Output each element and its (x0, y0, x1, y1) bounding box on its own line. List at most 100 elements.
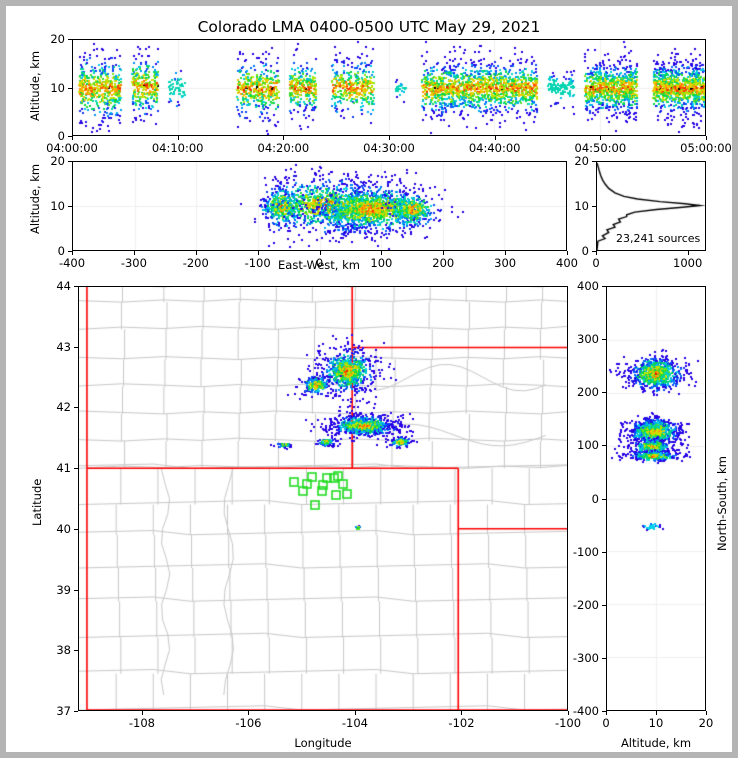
y-tick (68, 251, 72, 252)
x-tick (600, 136, 602, 140)
x-tick-label: 04:10:00 (151, 141, 204, 155)
figure-canvas: Colorado LMA 0400-0500 UTC May 29, 2021 … (6, 6, 732, 752)
x-tick-label: -106 (235, 716, 262, 730)
x-tick (656, 711, 657, 715)
y-tick (602, 339, 606, 341)
x-tick-label: 0 (602, 716, 610, 730)
y-tick-label: 300 (577, 332, 599, 347)
x-tick-label: -100 (554, 716, 582, 730)
y-tick-label: 100 (577, 438, 599, 453)
y-tick-label: 0 (57, 244, 65, 258)
source-count-annotation: 23,241 sources (616, 232, 701, 245)
y-tick (68, 87, 72, 89)
x-tick (177, 136, 179, 140)
x-tick-label: 04:20:00 (257, 141, 310, 155)
y-tick-label: -400 (572, 704, 599, 718)
x-tick (596, 251, 597, 255)
y-tick (602, 711, 606, 712)
y-tick (602, 604, 606, 606)
altitude-histogram-curve (597, 162, 705, 250)
x-tick-label: 10 (648, 716, 664, 730)
y-tick-label: -300 (572, 650, 599, 665)
y-tick (592, 206, 596, 207)
x-tick (606, 711, 607, 715)
y-tick-label: 40 (56, 521, 71, 536)
time-height-panel (72, 39, 706, 136)
x-tick-label: 04:50:00 (574, 141, 627, 155)
y-tick (74, 407, 78, 409)
y-tick-label: 0 (591, 491, 599, 506)
ew-height-xlabel: East-West, km (278, 258, 360, 272)
y-tick-label: 41 (56, 461, 71, 476)
ns-altitude-panel (606, 286, 706, 711)
x-tick-label: -200 (182, 256, 209, 270)
x-tick-label: 400 (556, 256, 578, 270)
y-tick (602, 286, 606, 287)
y-tick-label: 39 (56, 582, 71, 597)
y-tick-label: 10 (574, 199, 589, 213)
y-tick-label: 20 (50, 32, 65, 46)
x-tick (568, 711, 569, 715)
y-tick-label: 400 (577, 279, 599, 293)
ew-height-scatter (73, 162, 566, 250)
y-tick (74, 286, 78, 287)
x-tick-label: 1000 (673, 256, 703, 270)
y-tick (74, 589, 78, 591)
x-tick-label: -400 (58, 256, 86, 270)
y-tick (68, 161, 72, 162)
x-tick (687, 251, 689, 255)
y-tick (602, 498, 606, 500)
x-tick (494, 136, 496, 140)
x-tick-label: 0 (592, 256, 600, 270)
y-tick (68, 39, 72, 40)
x-tick (141, 711, 143, 715)
y-tick (74, 528, 78, 530)
y-tick-label: 10 (50, 199, 65, 213)
y-tick-label: 20 (50, 154, 65, 168)
x-tick (443, 251, 445, 255)
ns-altitude-xlabel: Altitude, km (620, 736, 692, 750)
map-panel (78, 286, 568, 711)
y-tick-label: 37 (56, 704, 71, 718)
x-tick-label: 04:30:00 (363, 141, 415, 155)
x-tick (72, 136, 73, 140)
map-scatter-and-boundaries (79, 287, 567, 710)
y-tick (602, 392, 606, 394)
x-tick (389, 136, 390, 140)
x-tick-label: 04:00:00 (46, 141, 98, 155)
y-tick (592, 161, 596, 162)
y-tick-label: 200 (577, 385, 599, 400)
time-height-scatter (73, 40, 705, 135)
y-tick-label: 0 (581, 244, 589, 258)
y-tick-label: 0 (57, 129, 65, 143)
altitude-histogram-panel (596, 161, 706, 251)
x-tick (319, 251, 321, 255)
x-tick-label: 20 (698, 716, 714, 730)
x-tick-label: 100 (370, 256, 393, 270)
y-tick (74, 650, 78, 652)
x-tick (381, 251, 383, 255)
x-tick (505, 251, 507, 255)
y-tick (592, 251, 596, 252)
y-tick (68, 136, 72, 137)
y-tick (602, 551, 606, 553)
x-tick-label: 05:00:00 (680, 141, 732, 155)
x-tick (257, 251, 259, 255)
x-tick (706, 711, 707, 715)
y-tick-label: 43 (56, 339, 71, 354)
y-tick-label: 10 (50, 80, 65, 95)
x-tick (72, 251, 73, 255)
x-tick-label: -102 (448, 716, 475, 730)
x-tick (195, 251, 197, 255)
x-tick-label: -100 (244, 256, 271, 270)
y-tick-label: -100 (572, 544, 599, 559)
x-tick-label: 300 (494, 256, 517, 270)
x-tick-label: 04:40:00 (468, 141, 521, 155)
y-tick (74, 346, 78, 348)
x-tick (283, 136, 285, 140)
figure-title: Colorado LMA 0400-0500 UTC May 29, 2021 (197, 18, 541, 36)
y-tick (602, 445, 606, 447)
x-tick (133, 251, 135, 255)
x-tick-label: 200 (432, 256, 455, 270)
y-tick (74, 468, 78, 470)
